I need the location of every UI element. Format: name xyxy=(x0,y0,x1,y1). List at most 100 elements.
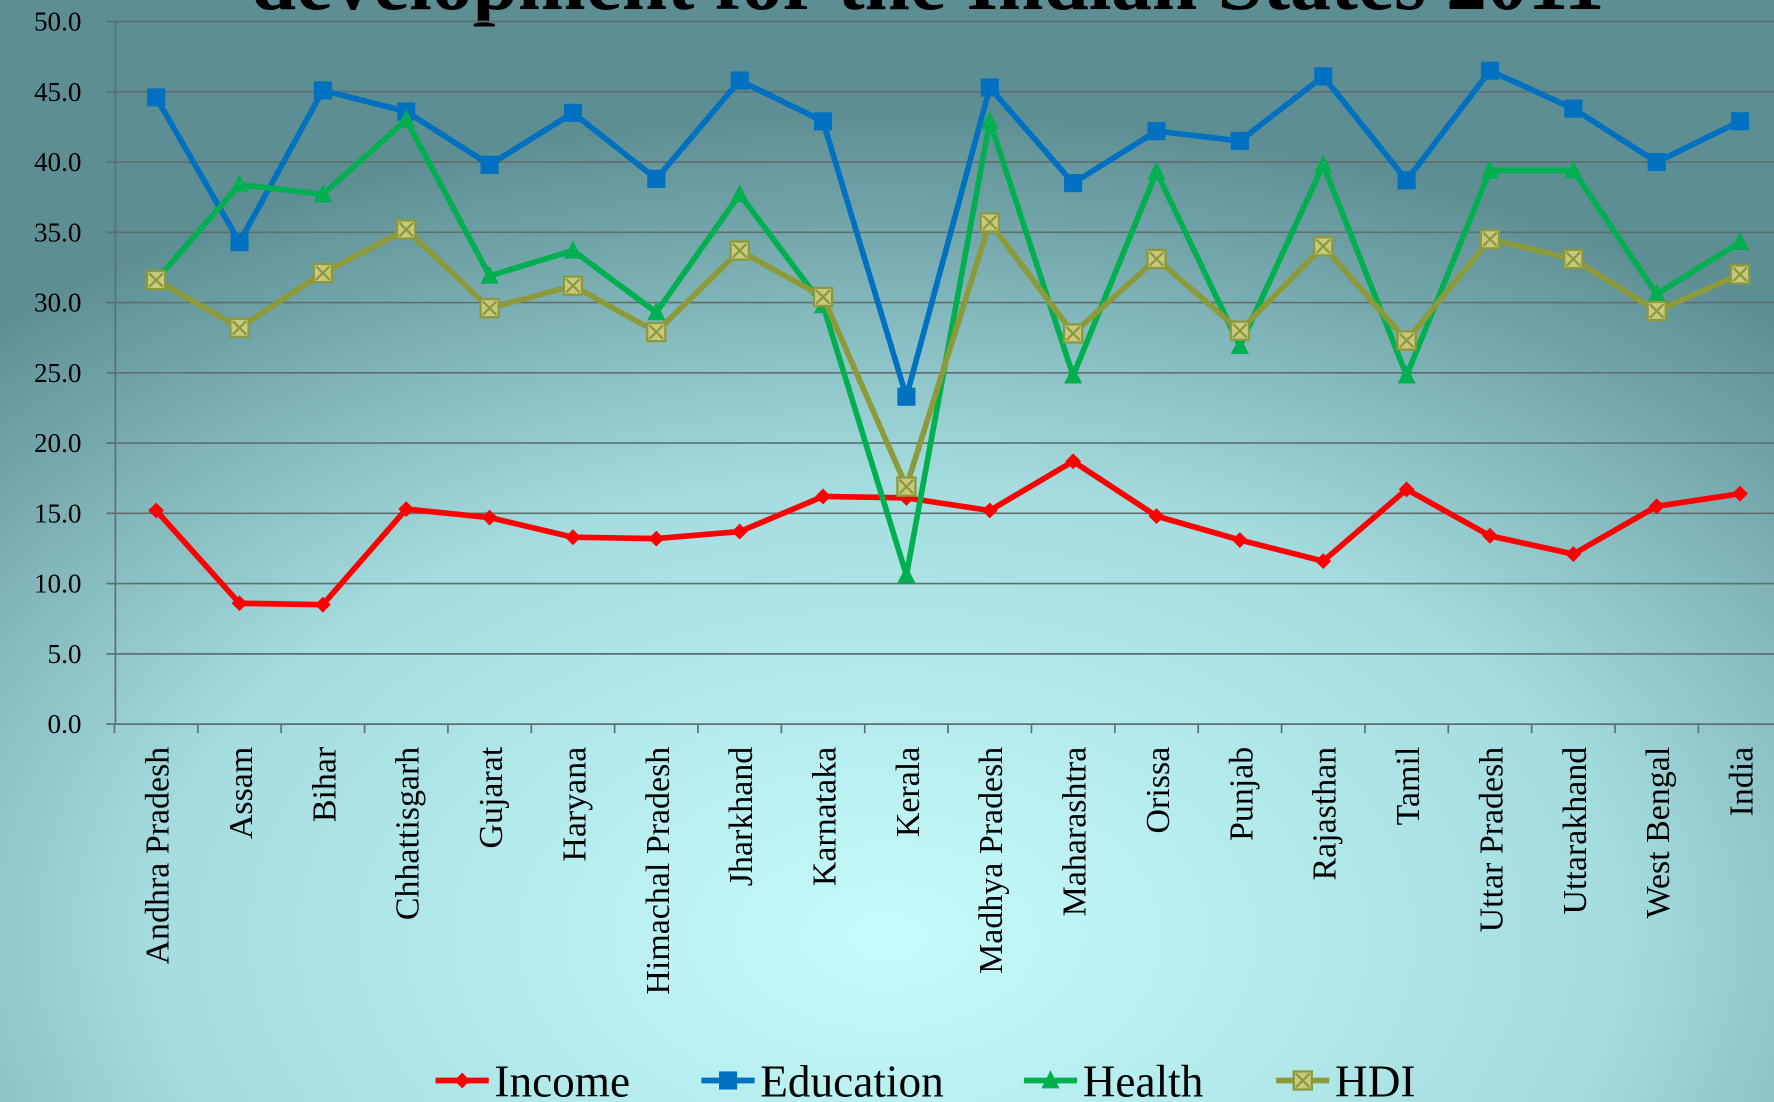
y-tick-label: 30.0 xyxy=(34,288,82,318)
marker xyxy=(229,317,250,339)
marker xyxy=(480,265,499,284)
legend-label: Health xyxy=(1083,1056,1204,1102)
x-tick-label: Rajasthan xyxy=(1307,747,1344,881)
marker xyxy=(148,502,165,519)
marker xyxy=(1396,330,1417,351)
marker xyxy=(398,501,415,518)
y-tick-label: 5.0 xyxy=(48,639,82,669)
marker xyxy=(563,240,583,259)
marker xyxy=(896,476,917,497)
legend-item: Health xyxy=(1023,1056,1204,1102)
marker xyxy=(1230,335,1249,355)
x-tick-label: Karnataka xyxy=(806,747,843,886)
marker xyxy=(646,321,667,343)
marker-cross xyxy=(1065,325,1081,342)
marker xyxy=(1480,160,1500,179)
x-tick-label: Uttar Pradesh xyxy=(1473,747,1510,933)
marker xyxy=(1732,485,1748,502)
y-tick-label: 45.0 xyxy=(34,77,82,107)
marker xyxy=(313,81,332,100)
marker xyxy=(730,71,749,90)
marker xyxy=(1397,171,1416,190)
marker xyxy=(1648,498,1665,515)
marker xyxy=(729,240,750,261)
x-tick-label: Haryana xyxy=(556,747,593,862)
marker xyxy=(479,297,500,319)
marker xyxy=(648,530,665,547)
marker xyxy=(314,596,331,613)
x-tick-label: Uttarakhand xyxy=(1557,747,1594,915)
x-tick-label: Punjab xyxy=(1223,747,1260,841)
legend-item: HDI xyxy=(1276,1056,1415,1102)
marker xyxy=(147,88,166,107)
marker xyxy=(1564,99,1583,118)
marker xyxy=(1646,300,1667,322)
marker-cross xyxy=(482,300,498,316)
marker xyxy=(979,212,1000,233)
marker-cross xyxy=(1315,238,1331,254)
x-tick-label: Assam xyxy=(223,747,260,839)
marker xyxy=(1041,1070,1060,1089)
x-tick-label: Bihar xyxy=(306,747,343,822)
x-tick-label: Jharkhand xyxy=(723,747,760,887)
marker xyxy=(813,112,833,131)
marker xyxy=(397,109,416,128)
marker-cross xyxy=(815,289,831,305)
x-tick-label: Kerala xyxy=(890,747,927,837)
marker-cross xyxy=(1295,1072,1311,1089)
marker xyxy=(145,269,167,291)
y-tick-label: 15.0 xyxy=(34,498,82,528)
marker-cross xyxy=(1399,332,1415,349)
x-tick-label: Andhra Pradesh xyxy=(140,747,177,965)
x-tick-label: Maharashtra xyxy=(1057,747,1094,917)
legend-item: Education xyxy=(701,1056,944,1102)
marker-cross xyxy=(231,320,248,336)
marker xyxy=(1731,231,1750,251)
marker xyxy=(1231,532,1248,548)
marker xyxy=(565,529,581,546)
marker xyxy=(1062,323,1084,344)
legend-label: Education xyxy=(760,1056,943,1102)
marker xyxy=(1230,131,1249,151)
marker xyxy=(1229,320,1251,341)
legend-label: Income xyxy=(494,1056,630,1102)
marker xyxy=(1314,67,1333,86)
legend-label: HDI xyxy=(1335,1056,1415,1102)
marker xyxy=(1563,248,1584,270)
marker xyxy=(647,169,666,188)
marker xyxy=(1397,365,1416,384)
marker xyxy=(731,523,748,540)
marker xyxy=(1731,112,1750,131)
marker xyxy=(1292,1070,1313,1091)
x-tick-label: Orissa xyxy=(1140,747,1177,834)
y-tick-label: 0.0 xyxy=(48,709,82,739)
marker xyxy=(1564,160,1583,179)
marker xyxy=(1064,365,1083,384)
marker xyxy=(980,111,999,130)
marker xyxy=(1064,174,1083,193)
marker xyxy=(1313,236,1334,257)
series-line xyxy=(153,67,1742,400)
x-tick-label: Himachal Pradesh xyxy=(640,747,677,995)
marker xyxy=(981,502,998,519)
series-line xyxy=(154,219,1742,490)
marker xyxy=(730,184,749,203)
marker-cross xyxy=(732,242,748,259)
marker xyxy=(480,155,499,174)
y-tick-label: 40.0 xyxy=(34,147,82,177)
marker xyxy=(313,184,332,203)
marker xyxy=(562,275,584,296)
marker xyxy=(1479,229,1501,250)
marker-cross xyxy=(1148,251,1165,267)
y-tick-label: 50.0 xyxy=(34,7,82,37)
marker xyxy=(231,595,248,612)
marker-cross xyxy=(565,278,581,294)
x-tick-label: Gujarat xyxy=(473,746,510,848)
marker xyxy=(980,78,999,97)
marker xyxy=(1647,283,1666,303)
marker-cross xyxy=(315,265,331,281)
marker xyxy=(396,219,417,240)
marker-cross xyxy=(1232,323,1248,339)
marker xyxy=(1146,248,1167,270)
